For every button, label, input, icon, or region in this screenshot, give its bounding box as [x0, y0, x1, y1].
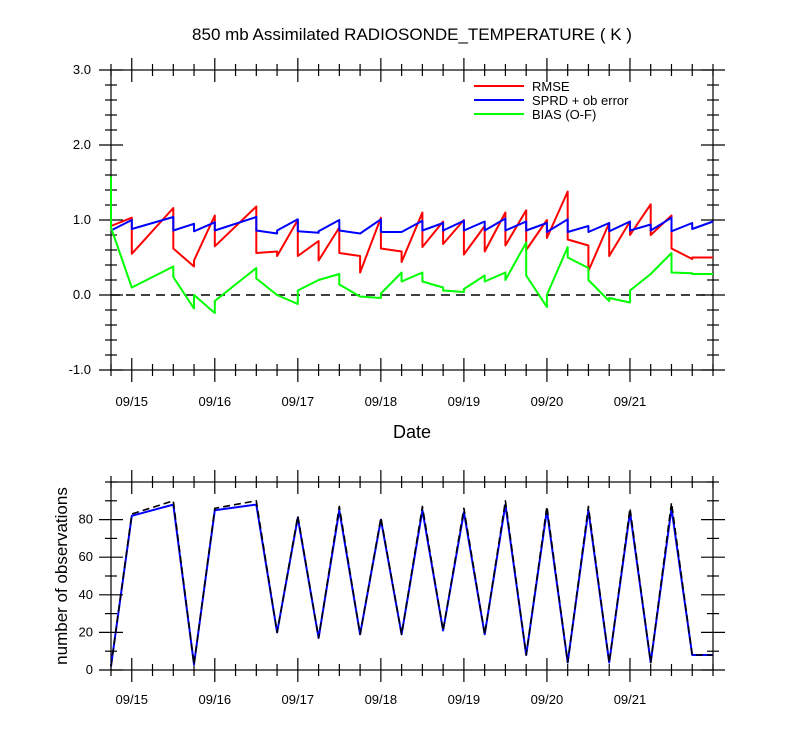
y-tick-label: 20	[79, 624, 93, 639]
x-tick-label: 09/20	[531, 692, 564, 707]
x-tick-label: 09/17	[282, 394, 315, 409]
plot-frame	[110, 69, 714, 371]
legend-entry: RMSE	[532, 79, 570, 94]
series-line-possible	[110, 499, 713, 667]
series-line-sprd-ob-error	[110, 216, 714, 235]
x-tick-label: 09/18	[365, 692, 398, 707]
y-tick-label: 3.0	[73, 62, 91, 77]
chart-title: 850 mb Assimilated RADIOSONDE_TEMPERATUR…	[192, 25, 632, 44]
y-tick-label: 60	[79, 549, 93, 564]
y-tick-label: 2.0	[73, 137, 91, 152]
y-tick-label: 1.0	[73, 212, 91, 227]
x-tick-label: 09/15	[115, 394, 148, 409]
top-panel: 09/15 09/16 09/17 09/18 09/19 09/20 09/21 3.0 2.…	[69, 58, 725, 409]
x-tick-label: 09/19	[448, 394, 481, 409]
legend-entry: SPRD + ob error	[532, 93, 629, 108]
x-axis-label: Date	[393, 422, 431, 442]
x-tick-label: 09/21	[614, 692, 647, 707]
x-tick-label: 09/18	[365, 394, 398, 409]
y-tick-label: 0	[86, 662, 93, 677]
series-line-bias-o-f	[110, 176, 713, 314]
x-tick-label: 09/17	[282, 692, 315, 707]
y-tick-label: 0.0	[73, 287, 91, 302]
x-tick-label: 09/19	[448, 692, 481, 707]
series-line-rmse	[110, 190, 713, 274]
y-tick-label: 80	[79, 512, 93, 527]
x-tick-label: 09/15	[115, 692, 148, 707]
y-tick-label: -1.0	[69, 362, 91, 377]
y-axis-label-observations: number of observations	[52, 487, 71, 665]
x-tick-label: 09/21	[614, 394, 647, 409]
legend-entry: BIAS (O-F)	[532, 107, 596, 122]
y-tick-label: 40	[79, 587, 93, 602]
x-tick-label: 09/16	[199, 692, 232, 707]
series-line-assimilated	[110, 503, 713, 667]
x-tick-label: 09/20	[531, 394, 564, 409]
bottom-panel: 09/15 09/16 09/17 09/18 09/19 09/20 09/21 0 20 40…	[79, 470, 725, 707]
x-tick-label: 09/16	[199, 394, 232, 409]
